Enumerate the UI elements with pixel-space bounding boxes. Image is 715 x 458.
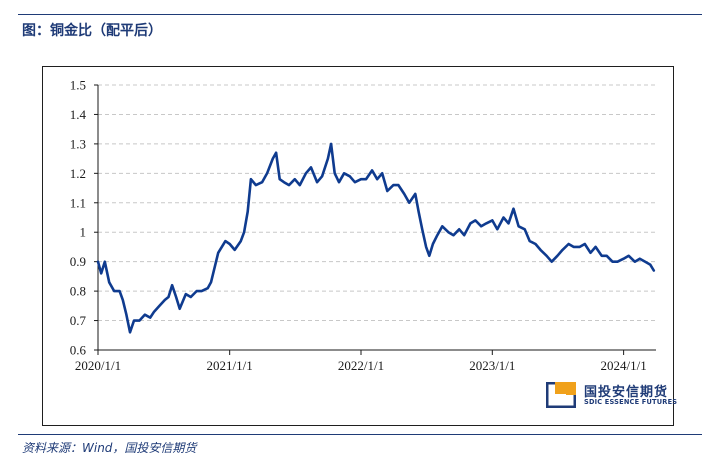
chart-frame: [42, 66, 674, 426]
company-logo: 国投安信期货 SDIC ESSENCE FUTURES: [546, 382, 696, 410]
y-tick-label: 1: [80, 225, 87, 240]
header-rule: [18, 14, 702, 15]
y-tick-label: 0.7: [70, 313, 87, 328]
source-note: 资料来源：Wind，国投安信期货: [22, 441, 197, 455]
x-tick-label: 2021/1/1: [207, 358, 253, 373]
x-tick-label: 2020/1/1: [75, 358, 121, 373]
footer-rule: [18, 434, 702, 435]
y-tick-label: 1.2: [70, 166, 86, 181]
y-tick-label: 1.1: [70, 195, 86, 210]
x-tick-label: 2022/1/1: [338, 358, 384, 373]
y-tick-label: 1.5: [70, 78, 86, 93]
y-tick-label: 0.8: [70, 284, 86, 299]
y-tick-label: 1.4: [70, 107, 87, 122]
logo-gap-shape: [554, 394, 566, 400]
y-tick-label: 0.9: [70, 254, 86, 269]
y-tick-label: 0.6: [70, 343, 87, 358]
figure-title: 图：铜金比（配平后）: [22, 23, 162, 39]
logo-name-en: SDIC ESSENCE FUTURES: [584, 398, 678, 406]
x-tick-label: 2024/1/1: [601, 358, 647, 373]
x-tick-label: 2023/1/1: [469, 358, 515, 373]
series-line: [96, 142, 656, 334]
logo-accent-shape: [555, 382, 576, 395]
logo-name-cn: 国投安信期货: [584, 385, 669, 400]
logo-mark-icon: [546, 382, 576, 408]
y-tick-label: 1.3: [70, 136, 86, 151]
